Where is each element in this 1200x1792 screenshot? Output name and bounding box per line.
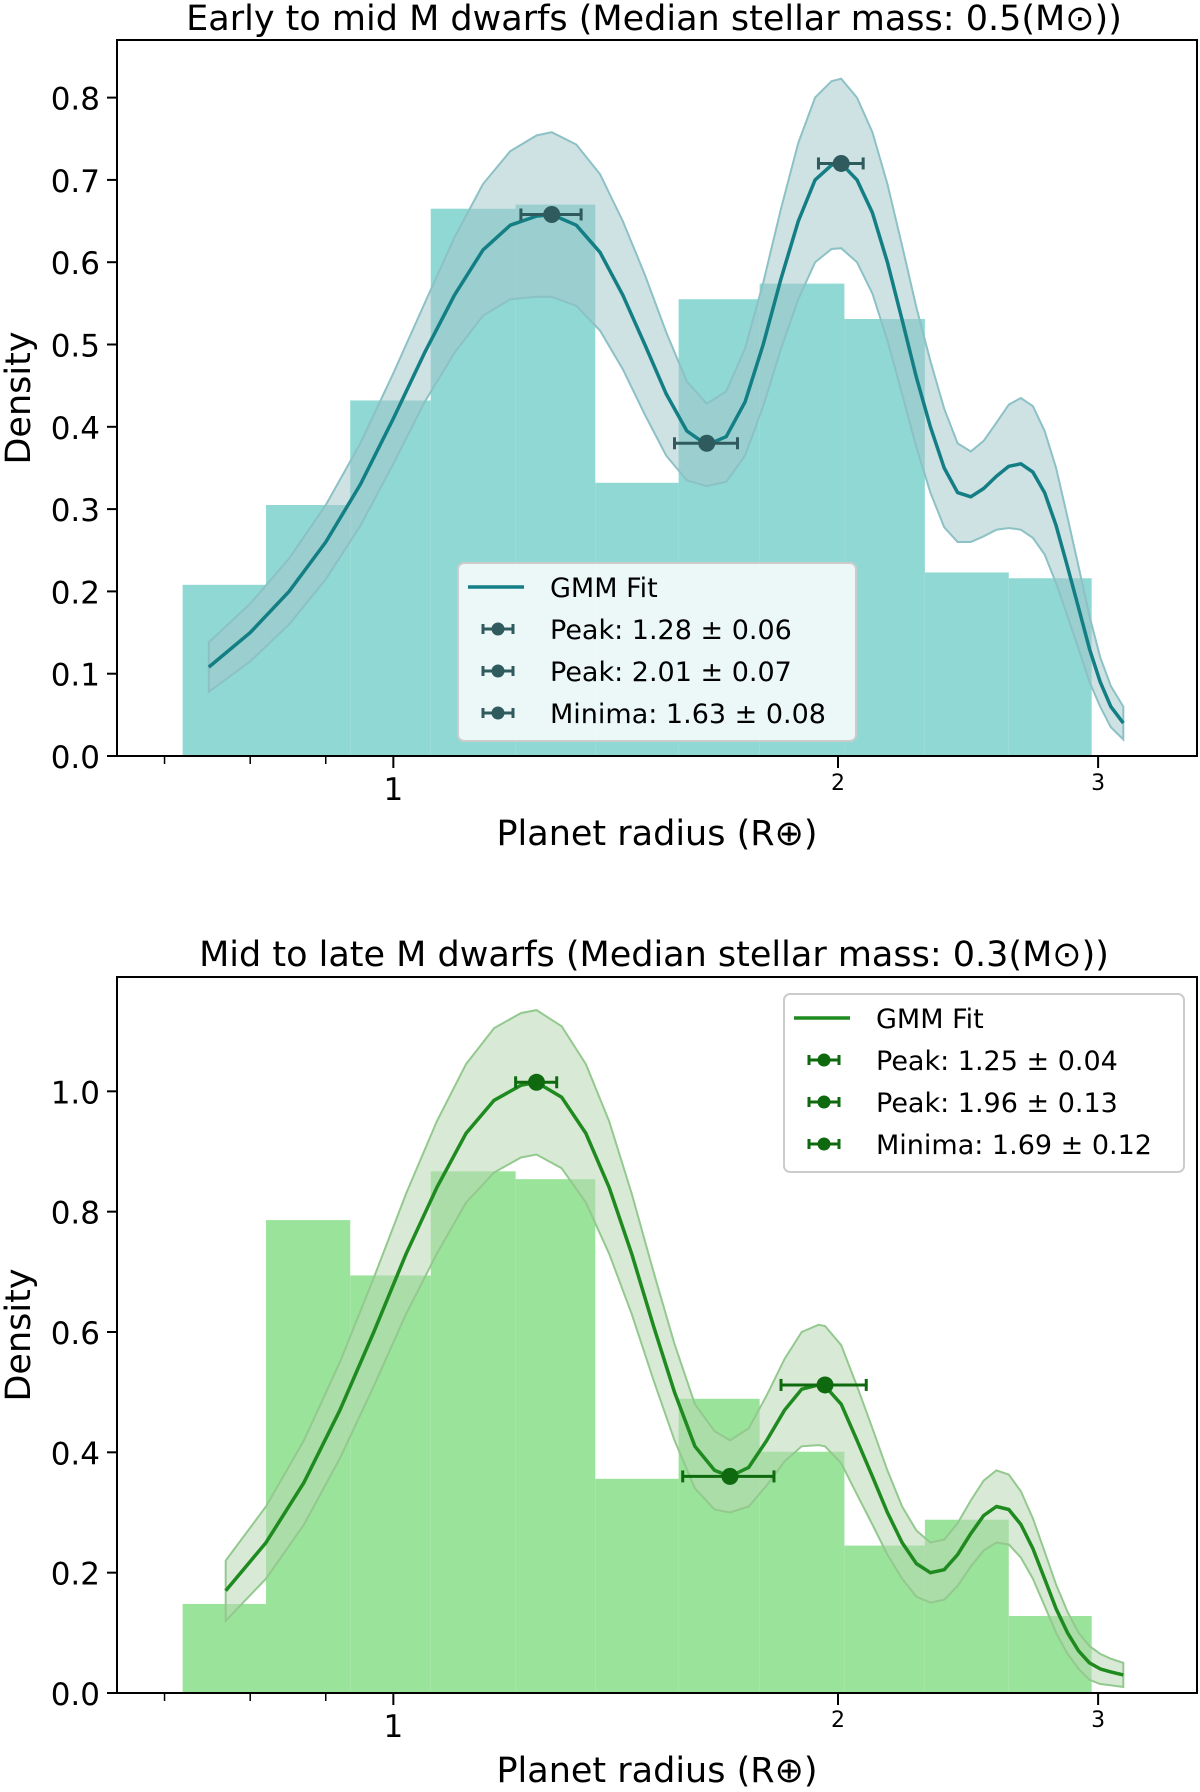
legend-item: GMM Fit: [794, 1004, 984, 1035]
peak-point: [519, 205, 583, 223]
legend-label: GMM Fit: [550, 573, 658, 604]
axes-frame: [116, 976, 1198, 1694]
x-axis-label: Planet radius (R⊕): [496, 1751, 817, 1791]
legend-marker-swatch: [491, 664, 505, 678]
axes-frame: [116, 39, 1198, 757]
y-tick-label: 0.4: [51, 1436, 100, 1472]
y-tick-label: 0.7: [51, 164, 100, 200]
y-tick-label: 0.3: [51, 493, 100, 529]
legend: GMM Fit Peak: 1.28 ± 0.06 Peak: 2.01 ± 0.0…: [457, 562, 857, 742]
peak-point: [514, 1073, 559, 1091]
y-tick-label: 0.2: [51, 575, 100, 611]
x-tick-label: 1: [383, 772, 403, 808]
legend-item: Peak: 1.25 ± 0.04: [807, 1046, 1118, 1077]
legend-item: Peak: 1.28 ± 0.06: [481, 615, 792, 646]
legend-item: GMM Fit: [468, 573, 658, 604]
y-tick-label: 0.8: [51, 82, 100, 118]
legend-item: Peak: 2.01 ± 0.07: [481, 657, 792, 688]
data-marker: [527, 1073, 545, 1091]
legend-label: Peak: 1.96 ± 0.13: [876, 1088, 1118, 1119]
chart-title: Early to mid M dwarfs (Median stellar ma…: [186, 0, 1122, 39]
legend: GMM Fit Peak: 1.25 ± 0.04 Peak: 1.96 ± 0.1…: [783, 993, 1185, 1173]
chart-title: Mid to late M dwarfs (Median stellar mas…: [199, 935, 1109, 975]
legend-box: [783, 993, 1185, 1173]
x-tick-label: 3: [1091, 771, 1105, 796]
legend-label: Peak: 1.25 ± 0.04: [876, 1046, 1118, 1077]
histogram-bar: [515, 1179, 596, 1693]
y-tick-label: 0.6: [51, 1316, 100, 1352]
data-marker: [816, 1376, 834, 1394]
x-tick-label: 3: [1091, 1708, 1105, 1733]
data-marker: [698, 434, 716, 452]
legend-item: Minima: 1.69 ± 0.12: [807, 1130, 1152, 1161]
peak-point: [779, 1376, 868, 1394]
y-tick-label: 1.0: [51, 1075, 100, 1111]
legend-label: Minima: 1.69 ± 0.12: [876, 1130, 1152, 1161]
minima-point: [681, 1467, 776, 1485]
x-tick-label: 2: [831, 771, 845, 796]
minima-point: [672, 434, 740, 452]
legend-item: Minima: 1.63 ± 0.08: [481, 699, 826, 730]
gmm-fit-line: [207, 161, 1125, 725]
y-tick-label: 0.5: [51, 329, 100, 365]
y-tick-label: 0.0: [51, 740, 100, 776]
histogram-bar: [759, 1451, 845, 1693]
y-tick-label: 0.6: [51, 246, 100, 282]
y-tick-label: 0.0: [51, 1677, 100, 1713]
data-marker: [832, 154, 850, 172]
y-axis-label: Density: [0, 1268, 39, 1401]
legend-label: Minima: 1.63 ± 0.08: [550, 699, 826, 730]
y-tick-label: 0.2: [51, 1557, 100, 1593]
axes: 0.0 0.1 0.2 0.3 0.4 0.5 0.6 0.7 0.8 1 2 3: [51, 82, 1105, 808]
legend-label: GMM Fit: [876, 1004, 984, 1035]
x-tick-label: 1: [383, 1709, 403, 1745]
chart-panel-mid-late: Mid to late M dwarfs (Median stellar mas…: [0, 935, 1198, 1791]
histogram-bar: [924, 572, 1009, 756]
legend-marker-swatch: [817, 1137, 831, 1151]
y-tick-label: 0.1: [51, 658, 100, 694]
y-tick-label: 0.4: [51, 411, 100, 447]
histogram-bar: [595, 1478, 679, 1693]
x-tick-label: 2: [831, 1708, 845, 1733]
y-tick-label: 0.8: [51, 1196, 100, 1232]
legend-item: Peak: 1.96 ± 0.13: [807, 1088, 1118, 1119]
gmm-confidence-band: [224, 1009, 1125, 1689]
legend-marker-swatch: [491, 706, 505, 720]
histogram-bar: [182, 1603, 267, 1693]
plot-area: [182, 1009, 1125, 1693]
chart-panel-early-mid: Early to mid M dwarfs (Median stellar ma…: [0, 0, 1198, 854]
legend-box: [457, 562, 857, 742]
legend-marker-swatch: [817, 1053, 831, 1067]
data-marker: [721, 1467, 739, 1485]
x-axis-label: Planet radius (R⊕): [496, 814, 817, 854]
data-marker: [543, 205, 561, 223]
legend-label: Peak: 1.28 ± 0.06: [550, 615, 792, 646]
histogram-bar: [430, 1171, 516, 1693]
gmm-confidence-band: [207, 77, 1125, 742]
legend-marker-swatch: [491, 622, 505, 636]
axes: 0.0 0.2 0.4 0.6 0.8 1.0 1 2 3: [51, 1075, 1105, 1745]
peak-point: [816, 154, 865, 172]
legend-marker-swatch: [817, 1095, 831, 1109]
y-axis-label: Density: [0, 331, 39, 464]
legend-label: Peak: 2.01 ± 0.07: [550, 657, 792, 688]
